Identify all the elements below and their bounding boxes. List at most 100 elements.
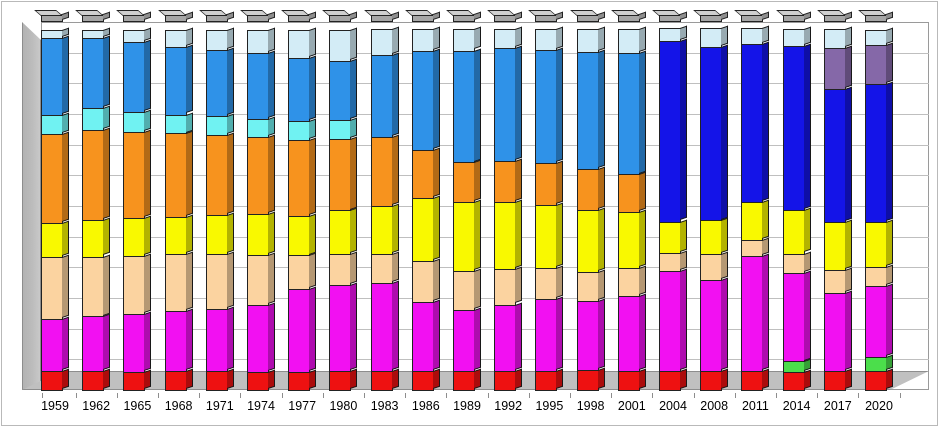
bar-segment-red[interactable] [370,371,393,391]
bar-column[interactable] [205,14,228,391]
bar-segment-peach[interactable] [700,254,723,282]
bar-segment-yellow[interactable] [164,217,187,256]
bar-segment-cyan[interactable] [41,114,63,135]
bar-segment-magenta[interactable] [123,314,146,373]
bar-segment-red[interactable] [288,372,311,391]
bar-segment-red[interactable] [865,371,887,391]
bar-segment-peach[interactable] [535,268,558,301]
bar-segment-pale-blue[interactable] [535,29,558,52]
bar-segment-cornflower-blue[interactable] [329,60,352,121]
bar-segment-pale-blue[interactable] [370,29,393,56]
bar-segment-yellow[interactable] [617,212,640,270]
bar-segment-peach[interactable] [370,253,393,284]
bar-segment-cornflower-blue[interactable] [535,50,558,165]
bar-segment-orange[interactable] [164,133,187,219]
bar-segment-magenta[interactable] [494,304,517,373]
bar-segment-yellow[interactable] [659,221,681,254]
bar-column[interactable] [741,14,764,391]
bar-column[interactable] [411,14,434,391]
bar-segment-pale-blue[interactable] [494,29,517,50]
bar-segment-magenta[interactable] [247,305,269,374]
bar-segment-orange[interactable] [453,162,475,204]
bar-segment-yellow[interactable] [411,198,434,263]
bar-segment-magenta[interactable] [453,310,475,373]
bar-segment-orange[interactable] [411,150,434,200]
bar-segment-cornflower-blue[interactable] [41,37,63,116]
bar-segment-magenta[interactable] [659,270,681,373]
bar-segment-peach[interactable] [617,268,640,298]
bar-segment-yellow[interactable] [782,210,805,255]
bar-segment-red[interactable] [535,371,558,391]
bar-column[interactable] [370,14,393,391]
bar-segment-magenta[interactable] [370,282,393,373]
bar-segment-orange[interactable] [576,169,599,212]
bar-segment-cornflower-blue[interactable] [164,47,187,116]
bar-segment-magenta[interactable] [741,256,764,373]
bar-segment-peach[interactable] [41,256,63,320]
bar-segment-red[interactable] [205,371,228,391]
bar-segment-navy-blue[interactable] [823,89,846,224]
bar-segment-orange[interactable] [123,132,146,220]
bar-segment-pale-blue[interactable] [247,30,269,54]
bar-segment-yellow[interactable] [329,210,352,256]
bar-segment-green[interactable] [782,361,805,374]
bar-segment-yellow[interactable] [865,222,887,269]
bar-segment-navy-blue[interactable] [782,46,805,212]
bar-column[interactable] [123,14,146,391]
bar-segment-yellow[interactable] [205,215,228,256]
bar-segment-pale-blue[interactable] [411,29,434,53]
bar-segment-purple[interactable] [823,48,846,91]
bar-segment-pale-blue[interactable] [41,30,63,39]
bar-segment-yellow[interactable] [741,202,764,242]
bar-segment-pale-blue[interactable] [741,28,764,46]
bar-segment-red[interactable] [164,371,187,391]
bar-segment-magenta[interactable] [288,289,311,374]
bar-segment-cornflower-blue[interactable] [453,50,475,164]
bar-segment-peach[interactable] [865,267,887,287]
bar-column[interactable] [41,14,63,391]
bar-segment-pale-blue[interactable] [123,30,146,44]
bar-segment-peach[interactable] [164,254,187,313]
bar-segment-magenta[interactable] [782,272,805,363]
bar-segment-cyan[interactable] [82,108,105,132]
bar-segment-peach[interactable] [205,254,228,311]
bar-column[interactable] [823,14,846,391]
bar-segment-magenta[interactable] [41,318,63,373]
bar-segment-pale-blue[interactable] [288,30,311,59]
bar-segment-peach[interactable] [288,255,311,291]
bar-segment-magenta[interactable] [535,299,558,373]
bar-segment-pale-blue[interactable] [164,30,187,49]
bar-segment-red[interactable] [247,372,269,391]
bar-segment-yellow[interactable] [288,215,311,257]
bar-segment-pale-blue[interactable] [205,30,228,52]
bar-segment-red[interactable] [659,371,681,391]
bar-segment-cornflower-blue[interactable] [576,51,599,171]
bar-column[interactable] [453,14,475,391]
bar-column[interactable] [494,14,517,391]
bar-segment-peach[interactable] [741,240,764,258]
bar-segment-yellow[interactable] [823,222,846,272]
bar-segment-navy-blue[interactable] [700,46,723,222]
bar-segment-purple[interactable] [865,45,887,86]
bar-segment-yellow[interactable] [247,214,269,257]
bar-segment-peach[interactable] [453,271,475,312]
bar-segment-yellow[interactable] [535,205,558,270]
bar-column[interactable] [164,14,187,391]
bar-segment-peach[interactable] [123,256,146,315]
bar-segment-red[interactable] [823,371,846,391]
bar-segment-yellow[interactable] [494,201,517,271]
bar-segment-navy-blue[interactable] [741,44,764,204]
bar-segment-cornflower-blue[interactable] [82,38,105,110]
bar-segment-green[interactable] [865,357,887,373]
bar-column[interactable] [617,14,640,391]
bar-segment-navy-blue[interactable] [659,41,681,223]
bar-segment-pale-blue[interactable] [659,28,681,43]
bar-segment-magenta[interactable] [823,293,846,373]
bar-segment-peach[interactable] [411,261,434,304]
bar-segment-peach[interactable] [782,253,805,274]
bar-segment-pale-blue[interactable] [576,29,599,53]
bar-segment-magenta[interactable] [82,316,105,373]
bar-segment-red[interactable] [41,371,63,391]
bar-segment-red[interactable] [329,371,352,391]
bar-segment-yellow[interactable] [576,210,599,273]
